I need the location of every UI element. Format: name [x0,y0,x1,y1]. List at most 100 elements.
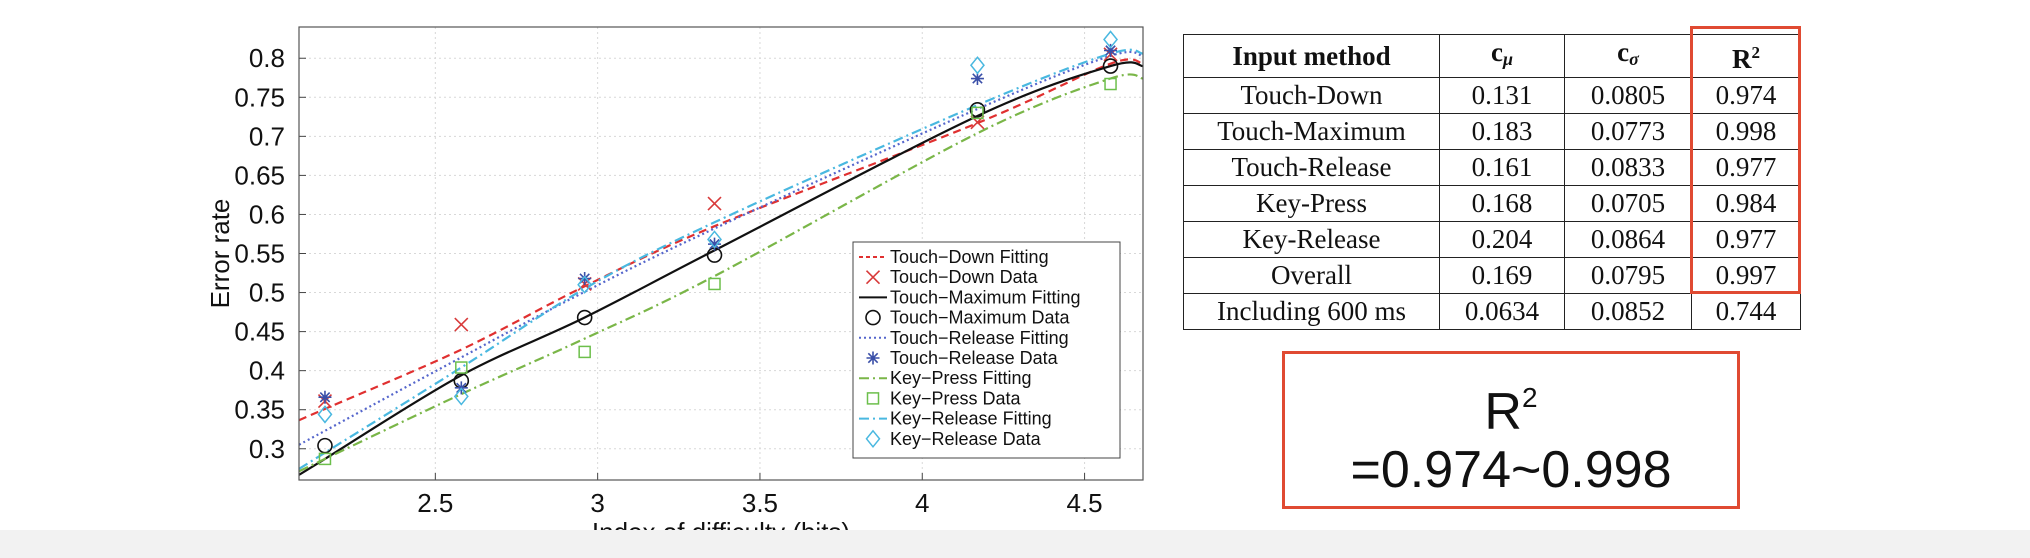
data-point [708,277,721,291]
table-cell: 0.0795 [1564,257,1692,294]
table-row: Touch-Release 0.161 0.0833 0.977 [1183,149,1801,186]
data-point [969,101,986,118]
table-cell: Touch-Maximum [1183,113,1440,150]
table-cell: 0.183 [1439,113,1565,150]
y-tick-label: 0.7 [249,121,285,151]
data-point [708,237,722,251]
legend-entry: Key−Release Fitting [890,409,1052,429]
legend-entry: Touch−Down Data [890,267,1039,287]
legend-entry: Touch−Maximum Data [890,308,1071,328]
legend-marker-swatch [866,392,880,405]
data-point [578,345,591,359]
data-point [1103,30,1119,49]
legend-marker-swatch [865,309,881,326]
table-cell: 0.131 [1439,77,1565,114]
data-point [578,271,592,285]
table-cell: Touch-Release [1183,149,1440,186]
data-point [1104,43,1118,57]
table-cell: 0.977 [1691,149,1801,186]
legend-marker-swatch [865,429,881,448]
y-tick-label: 0.55 [234,239,285,269]
y-tick-label: 0.3 [249,434,285,464]
legend-marker-swatch [865,270,881,285]
y-tick-label: 0.35 [234,395,285,425]
data-point [970,72,984,86]
table-cell: 0.984 [1691,185,1801,222]
x-tick-label: 3 [590,488,604,518]
table-row: Key-Release 0.204 0.0864 0.977 [1183,221,1801,258]
chart-svg: 2.5 3 3.5 4 4.5 0.3 0.35 0.4 0.45 0.5 0.55 0.6 0.65 0… [205,26,1144,547]
r2-summary-label: R2 [1484,382,1538,441]
x-tick-label: 4 [915,488,929,518]
y-tick-label: 0.4 [249,356,285,386]
error-rate-chart: 2.5 3 3.5 4 4.5 0.3 0.35 0.4 0.45 0.5 0.55 0.6 0.65 0… [205,26,1144,547]
table-cell: 0.977 [1691,221,1801,258]
r2-summary-box: R2 =0.974~0.998 [1282,351,1740,509]
data-point [455,361,468,374]
fitting-curve [299,48,1143,470]
table-cell: 0.0634 [1439,293,1565,330]
table-row: Key-Press 0.168 0.0705 0.984 [1183,185,1801,222]
table-cell: 0.204 [1439,221,1565,258]
data-point [707,230,722,249]
header-c-sigma: cσ [1564,34,1692,78]
data-point [576,309,593,326]
data-point [318,452,332,466]
legend-entry: Key−Press Data [890,388,1022,408]
fitting-curve [299,73,1143,473]
legend-entry: Touch−Down Fitting [890,247,1049,267]
table-cell: 0.0833 [1564,149,1692,186]
fitting-curve [299,61,1143,476]
y-tick-label: 0.5 [249,278,285,308]
table-cell: 0.997 [1691,257,1801,294]
footer-band [0,530,2030,558]
table-cell: 0.0805 [1564,77,1692,114]
table-cell: Including 600 ms [1183,293,1440,330]
table-cell: 0.0773 [1564,113,1692,150]
data-point [1104,77,1117,91]
data-point [577,275,593,294]
r2-summary-range: =0.974~0.998 [1350,441,1672,499]
table-cell: 0.974 [1691,77,1801,114]
legend-entry: Key−Release Data [890,429,1042,449]
data-point [453,387,469,406]
legend-box [852,241,1121,459]
y-tick-label: 0.75 [234,82,285,112]
data-point [317,405,333,424]
table-row: Including 600 ms 0.0634 0.0852 0.744 [1183,293,1801,330]
legend-entry: Touch−Release Data [890,348,1059,368]
legend-entry: Touch−Release Fitting [890,328,1069,348]
table-cell: 0.0852 [1564,293,1692,330]
table-cell: Key-Press [1183,185,1440,222]
legend-marker-swatch [866,351,880,365]
table-cell: Key-Release [1183,221,1440,258]
table-cell: Touch-Down [1183,77,1440,114]
fitting-results-table: Input method cμ cσ R2 Touch-Down 0.131 0.0… [1183,34,1801,330]
x-tick-label: 3.5 [742,488,778,518]
x-tick-label: 4.5 [1066,488,1102,518]
table-header-row: Input method cμ cσ R2 [1183,34,1801,78]
r2-column-highlight [1690,26,1801,294]
data-point [969,56,985,75]
legend-entry: Touch−Maximum Fitting [890,287,1081,307]
header-c-mu: cμ [1439,34,1565,78]
y-tick-label: 0.65 [234,160,285,190]
header-input-method: Input method [1183,34,1440,78]
table-row: Touch-Maximum 0.183 0.0773 0.998 [1183,113,1801,150]
data-point [971,106,984,120]
data-point [318,390,332,404]
y-axis-label: Error rate [205,199,235,309]
table-cell: 0.161 [1439,149,1565,186]
plot-frame [298,26,1144,481]
fitting-curve [299,58,1143,422]
table-cell: 0.168 [1439,185,1565,222]
y-tick-label: 0.8 [249,43,285,73]
y-tick-label: 0.45 [234,317,285,347]
legend-entry: Key−Press Fitting [890,368,1032,388]
data-point [317,437,333,454]
table-row: Touch-Down 0.131 0.0805 0.974 [1183,77,1801,114]
y-tick-label: 0.6 [249,199,285,229]
data-point [454,317,469,332]
header-r-squared: R2 [1691,34,1801,78]
table-cell: 0.0864 [1564,221,1692,258]
